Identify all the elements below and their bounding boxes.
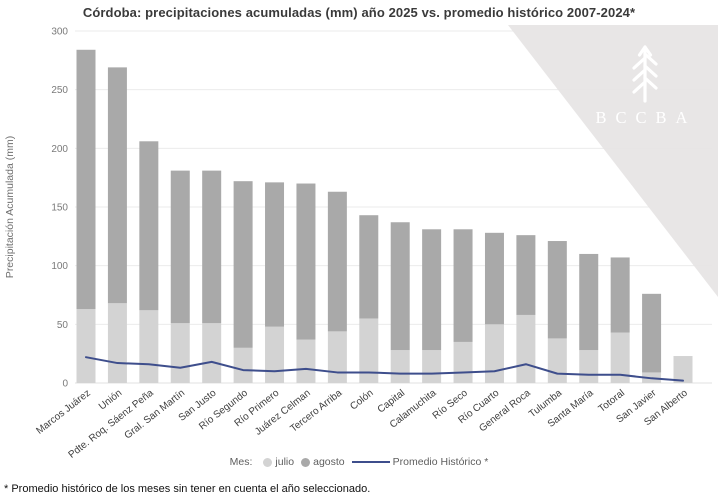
bar-agosto-18[interactable]	[642, 293, 662, 373]
chart-title: Córdoba: precipitaciones acumuladas (mm)…	[82, 5, 636, 20]
bar-agosto-4[interactable]	[202, 170, 222, 324]
bar-agosto-12[interactable]	[453, 229, 473, 342]
x-axis-label: Marcos Juárez	[34, 388, 92, 437]
bar-julio-4[interactable]	[202, 323, 222, 383]
bar-julio-16[interactable]	[579, 350, 599, 383]
bar-agosto-7[interactable]	[296, 183, 316, 340]
y-axis-title: Precipitación Acumulada (mm)	[4, 136, 16, 278]
bar-julio-12[interactable]	[453, 341, 473, 383]
legend-label-agosto: agosto	[313, 456, 345, 468]
bar-agosto-5[interactable]	[233, 181, 253, 348]
bar-julio-13[interactable]	[484, 324, 504, 383]
bar-agosto-14[interactable]	[516, 235, 536, 315]
bar-julio-17[interactable]	[610, 332, 630, 383]
bar-agosto-15[interactable]	[547, 241, 567, 339]
bar-agosto-0[interactable]	[76, 49, 96, 310]
julio-swatch-icon	[263, 457, 273, 467]
y-axis-tick-label: 250	[51, 85, 68, 96]
y-axis-tick-label: 0	[62, 379, 68, 390]
bar-julio-2[interactable]	[139, 310, 159, 383]
watermark: BCCBA	[508, 25, 718, 297]
bar-julio-6[interactable]	[265, 326, 285, 383]
x-axis-label: Colón	[348, 388, 375, 413]
chart-footnote: * Promedio histórico de los meses sin te…	[4, 483, 371, 495]
bar-agosto-2[interactable]	[139, 141, 159, 311]
y-axis-tick-label: 50	[57, 320, 69, 331]
agosto-swatch-icon	[301, 457, 311, 467]
watermark-triangle	[508, 25, 718, 297]
legend-label-promedio: Promedio Histórico *	[392, 456, 489, 468]
bar-julio-5[interactable]	[233, 347, 253, 383]
bar-julio-1[interactable]	[107, 303, 127, 383]
bar-julio-9[interactable]	[359, 318, 379, 383]
bar-julio-11[interactable]	[422, 350, 442, 383]
bar-agosto-8[interactable]	[327, 191, 347, 332]
y-axis-tick-label: 100	[51, 261, 68, 272]
bar-julio-10[interactable]	[390, 350, 410, 383]
bar-julio-8[interactable]	[327, 331, 347, 383]
legend-prefix: Mes:	[229, 456, 253, 468]
legend-item-agosto[interactable]: agosto	[301, 456, 345, 468]
bar-agosto-17[interactable]	[610, 257, 630, 333]
bar-agosto-11[interactable]	[422, 229, 442, 351]
promedio-line-swatch-icon	[351, 460, 390, 464]
legend-item-julio[interactable]: julio	[263, 456, 294, 468]
bar-agosto-16[interactable]	[579, 253, 599, 351]
bar-julio-15[interactable]	[547, 338, 567, 383]
x-axis-label: Unión	[97, 388, 124, 413]
watermark-text: BCCBA	[596, 108, 697, 127]
bar-agosto-10[interactable]	[390, 222, 410, 351]
bar-julio-3[interactable]	[170, 323, 190, 383]
promedio-historico-line[interactable]	[85, 356, 684, 382]
chart-legend: Mes: julio agosto Promedio Histórico *	[0, 456, 718, 468]
wheat-icon	[632, 45, 658, 103]
bar-julio-0[interactable]	[76, 309, 96, 383]
bar-julio-19[interactable]	[673, 356, 693, 383]
bar-julio-14[interactable]	[516, 314, 536, 383]
bar-agosto-13[interactable]	[484, 232, 504, 325]
bar-agosto-9[interactable]	[359, 215, 379, 319]
y-axis-tick-label: 150	[51, 203, 68, 214]
bar-agosto-6[interactable]	[265, 182, 285, 327]
bar-agosto-3[interactable]	[170, 170, 190, 324]
legend-item-promedio[interactable]: Promedio Histórico *	[351, 456, 489, 468]
y-axis-tick-label: 300	[51, 27, 68, 38]
y-axis-tick-label: 200	[51, 144, 68, 155]
bar-julio-7[interactable]	[296, 339, 316, 383]
bar-agosto-1[interactable]	[107, 67, 127, 304]
legend-label-julio: julio	[275, 456, 295, 468]
